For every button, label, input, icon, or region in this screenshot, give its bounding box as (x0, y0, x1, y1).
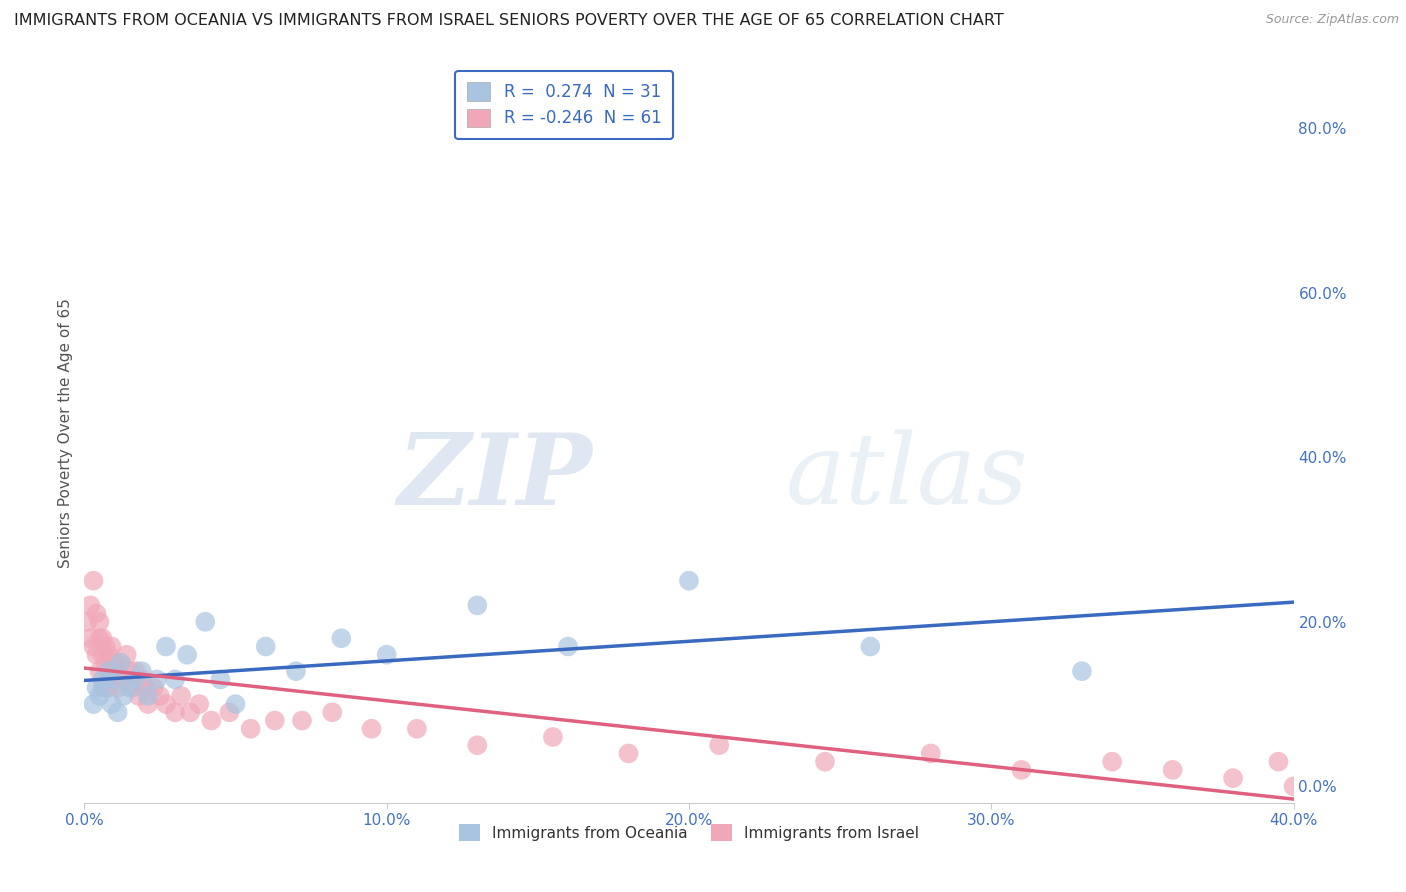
Point (107, 681, 129, 695)
Point (1011, 763, 1033, 777)
Point (360, 722, 382, 736)
Point (131, 673, 153, 687)
Point (814, 755, 837, 769)
Point (920, 747, 942, 761)
Point (149, 689, 172, 703)
Point (86, 681, 108, 695)
Point (1267, 755, 1289, 769)
Point (89, 615, 111, 629)
Point (104, 673, 127, 687)
Y-axis label: Seniors Poverty Over the Age of 65: Seniors Poverty Over the Age of 65 (58, 298, 73, 567)
Point (142, 681, 165, 695)
Point (79, 599, 101, 613)
Point (100, 640, 122, 654)
Point (118, 681, 141, 695)
Point (97, 664, 120, 678)
Point (125, 664, 148, 678)
Point (1161, 763, 1184, 777)
Point (188, 697, 211, 711)
Point (112, 689, 135, 703)
Point (557, 640, 579, 654)
Point (82, 697, 104, 711)
Point (179, 706, 201, 720)
Legend: Immigrants from Oceania, Immigrants from Israel: Immigrants from Oceania, Immigrants from… (453, 818, 925, 847)
Point (263, 714, 285, 728)
Point (406, 722, 429, 736)
Point (86, 607, 108, 621)
Point (1071, 664, 1094, 678)
Point (89, 632, 111, 646)
Point (170, 689, 193, 703)
Point (1282, 780, 1305, 794)
Text: Source: ZipAtlas.com: Source: ZipAtlas.com (1265, 13, 1399, 27)
Text: IMMIGRANTS FROM OCEANIA VS IMMIGRANTS FROM ISRAEL SENIORS POVERTY OVER THE AGE O: IMMIGRANTS FROM OCEANIA VS IMMIGRANTS FR… (14, 13, 1004, 29)
Point (200, 714, 222, 728)
Point (165, 706, 187, 720)
Point (155, 640, 177, 654)
Point (194, 615, 217, 629)
Point (709, 738, 731, 752)
Point (91, 632, 114, 646)
Point (91, 648, 114, 662)
Point (1222, 771, 1244, 785)
Point (79, 632, 101, 646)
Point (76, 615, 98, 629)
Point (104, 656, 127, 670)
Point (118, 664, 141, 678)
Point (225, 697, 247, 711)
Point (254, 640, 277, 654)
Point (112, 673, 135, 687)
Point (100, 697, 122, 711)
Point (91, 673, 114, 687)
Point (94, 681, 117, 695)
Point (94, 640, 117, 654)
Point (97, 681, 120, 695)
Point (541, 730, 564, 744)
Point (285, 664, 308, 678)
Point (104, 673, 127, 687)
Point (86, 648, 108, 662)
Point (89, 689, 111, 703)
Point (82, 640, 104, 654)
Point (82, 574, 104, 588)
Point (107, 664, 129, 678)
Text: ZIP: ZIP (398, 429, 592, 525)
Point (1101, 755, 1123, 769)
Point (115, 648, 138, 662)
Point (239, 722, 262, 736)
Point (165, 673, 187, 687)
Point (131, 664, 153, 678)
Point (617, 747, 640, 761)
Point (91, 681, 114, 695)
Point (97, 664, 120, 678)
Point (97, 648, 120, 662)
Point (330, 632, 353, 646)
Point (134, 681, 156, 695)
Point (121, 681, 143, 695)
Point (100, 664, 122, 678)
Point (321, 706, 343, 720)
Point (146, 673, 169, 687)
Point (110, 656, 132, 670)
Point (155, 697, 177, 711)
Point (176, 648, 198, 662)
Point (94, 656, 117, 670)
Point (136, 689, 159, 703)
Point (107, 706, 129, 720)
Point (291, 714, 314, 728)
Point (678, 574, 700, 588)
Point (125, 673, 148, 687)
Point (89, 664, 111, 678)
Point (209, 673, 232, 687)
Text: atlas: atlas (786, 429, 1028, 524)
Point (128, 689, 150, 703)
Point (218, 706, 240, 720)
Point (110, 656, 132, 670)
Point (136, 697, 159, 711)
Point (467, 738, 489, 752)
Point (375, 648, 398, 662)
Point (859, 640, 882, 654)
Point (467, 599, 489, 613)
